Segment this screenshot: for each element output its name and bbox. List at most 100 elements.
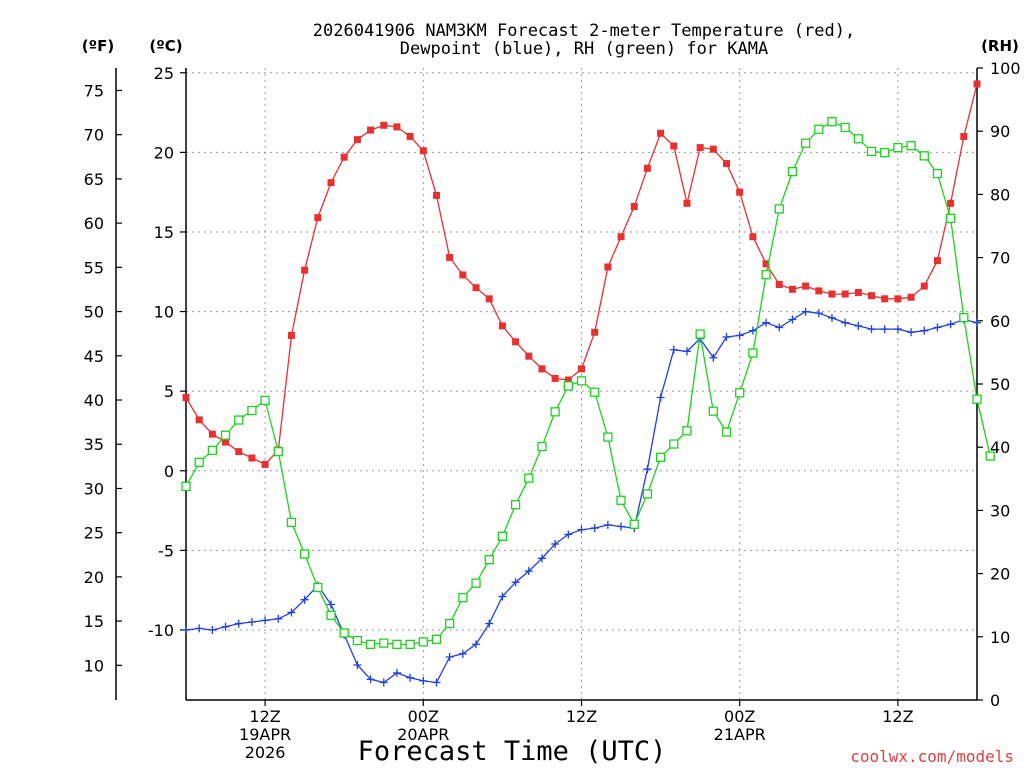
time-tick-label: 00Z [724, 707, 755, 726]
dewpoint-point [498, 592, 507, 601]
rh-point [313, 582, 323, 593]
dewpoint-point [617, 522, 626, 531]
rh-tick-label: 40 [990, 438, 1010, 457]
2-meter-temperature-point [195, 416, 203, 424]
rh-point [458, 592, 468, 603]
rh-point [787, 166, 798, 177]
2-meter-temperature-point [828, 290, 836, 298]
dewpoint-point [893, 325, 902, 334]
2-meter-temperature-point [235, 448, 243, 456]
dewpoint-point [287, 608, 296, 617]
rh-point [629, 519, 639, 529]
dewpoint-point [551, 539, 560, 548]
rh-point [959, 312, 969, 323]
dewpoint-point [814, 309, 823, 318]
rh-tick-label: 100 [990, 59, 1021, 78]
2-meter-temperature-point [367, 126, 375, 134]
dewpoint-point [603, 520, 612, 529]
2-meter-temperature-point [551, 374, 559, 382]
rh-point [339, 628, 349, 638]
dewpoint-point [933, 323, 942, 332]
2-meter-temperature-point [459, 271, 467, 279]
rh-point [945, 213, 956, 224]
2-meter-temperature-point [841, 290, 849, 298]
rh-point [524, 473, 534, 483]
dewpoint-point [366, 675, 375, 684]
dewpoint-point [472, 640, 481, 649]
time-tick-label: 00Z [408, 707, 439, 726]
rh-line [185, 120, 991, 646]
2-meter-temperature-point [657, 129, 665, 137]
rh-tick-label: 0 [990, 691, 1000, 710]
dewpoint-point [247, 617, 256, 626]
dewpoint-point [841, 318, 850, 327]
dewpoint-point [208, 625, 217, 634]
2-meter-temperature-point [762, 260, 770, 268]
celsius-tick-label: 20 [154, 143, 174, 162]
2-meter-temperature-point [353, 136, 361, 144]
2-meter-temperature-point [960, 132, 968, 140]
rh-point [761, 270, 771, 280]
rh-point [576, 376, 587, 386]
2-meter-temperature-point [802, 282, 810, 290]
2-meter-temperature-point [854, 288, 862, 296]
celsius-tick-label: 25 [154, 64, 174, 83]
rh-point [616, 495, 626, 505]
2-meter-temperature-point [617, 233, 625, 241]
rh-point [497, 531, 508, 541]
dewpoint-point [221, 622, 230, 631]
dewpoint-point [762, 318, 771, 327]
celsius-unit-label: (ºC) [149, 37, 182, 55]
2-meter-temperature-point [907, 293, 915, 301]
rh-point [220, 430, 231, 440]
time-tick-label: 12Z [249, 707, 280, 726]
dewpoint-point [801, 307, 810, 316]
2-meter-temperature-point [630, 202, 638, 210]
celsius-tick-label: 5 [164, 382, 174, 401]
time-tick-label: 21APR [714, 725, 766, 744]
time-tick-label: 19APR [239, 725, 291, 744]
fahrenheit-tick-label: 15 [84, 612, 104, 631]
rh-point [247, 405, 257, 416]
dewpoint-point [537, 554, 546, 563]
rh-point [590, 387, 600, 397]
2-meter-temperature-point [670, 142, 678, 150]
dewpoint-point [182, 625, 190, 634]
dewpoint-point [445, 653, 454, 662]
rh-point [655, 452, 666, 462]
2-meter-temperature-point [894, 295, 902, 303]
dewpoint-point [392, 668, 401, 677]
2-meter-temperature-point [406, 132, 414, 140]
rh-point [286, 517, 297, 528]
dewpoint-point [854, 321, 863, 330]
rh-tick-label: 50 [990, 375, 1010, 394]
rh-point [708, 406, 718, 416]
dewpoint-point [458, 649, 467, 658]
2-meter-temperature-point [696, 144, 704, 152]
rh-point [932, 168, 943, 179]
2-meter-temperature-point [775, 281, 783, 289]
dewpoint-point [300, 595, 309, 604]
rh-point [563, 381, 573, 391]
dewpoint-point [748, 326, 757, 335]
rh-point [880, 148, 890, 158]
rh-point [906, 141, 916, 151]
fahrenheit-tick-label: 45 [84, 347, 104, 366]
2-meter-temperature-point [643, 164, 651, 172]
rh-point [510, 500, 521, 510]
dewpoint-point [577, 525, 586, 534]
rh-point [181, 481, 191, 492]
rh-point [721, 427, 732, 437]
dewpoint-point [973, 318, 981, 327]
2-meter-temperature-point [683, 199, 691, 207]
celsius-tick-label: 0 [164, 462, 174, 481]
fahrenheit-tick-label: 75 [84, 81, 104, 100]
dewpoint-point [709, 353, 718, 362]
2-meter-temperature-point [525, 352, 533, 360]
rh-point [695, 329, 705, 339]
time-tick-label: 2026 [245, 743, 286, 762]
2-meter-temperature-point [947, 199, 955, 207]
rh-tick-label: 70 [990, 249, 1010, 268]
rh-tick-label: 60 [990, 312, 1010, 331]
